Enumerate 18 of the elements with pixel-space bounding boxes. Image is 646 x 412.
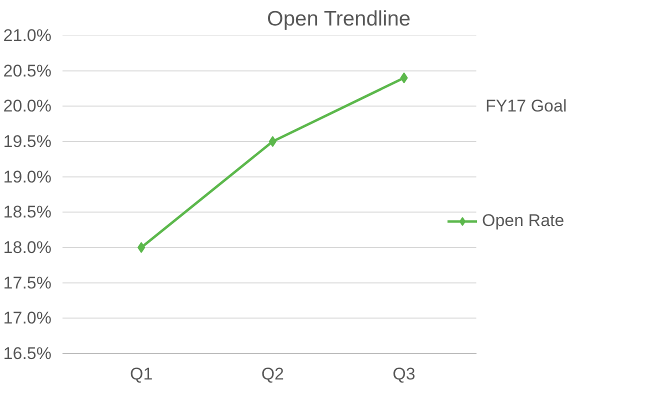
point [268, 136, 276, 147]
y-tick-label: 18.0% [3, 238, 52, 257]
x-tick-label: Q2 [261, 364, 284, 384]
text: FY17 Goal [485, 96, 567, 116]
y-tick-label: 19.5% [3, 132, 52, 151]
y-tick-label: 17.5% [3, 273, 52, 292]
legend-label: Open Rate [482, 211, 564, 231]
y-tick-label: 18.5% [3, 202, 52, 222]
point [137, 242, 146, 253]
y-tick-label: 17.0% [3, 308, 52, 328]
y-tick-label: 21.0% [3, 26, 52, 45]
y-tick-label: 19.0% [3, 167, 52, 186]
x-tick-label: Q1 [130, 364, 153, 384]
y-tick-label: 20.0% [3, 96, 52, 116]
chart-title: Open Trendline [267, 8, 411, 30]
y-tick-label: 16.5% [3, 344, 52, 363]
y-tick-label: 20.5% [3, 61, 52, 80]
x-tick-label: Q3 [392, 364, 416, 384]
